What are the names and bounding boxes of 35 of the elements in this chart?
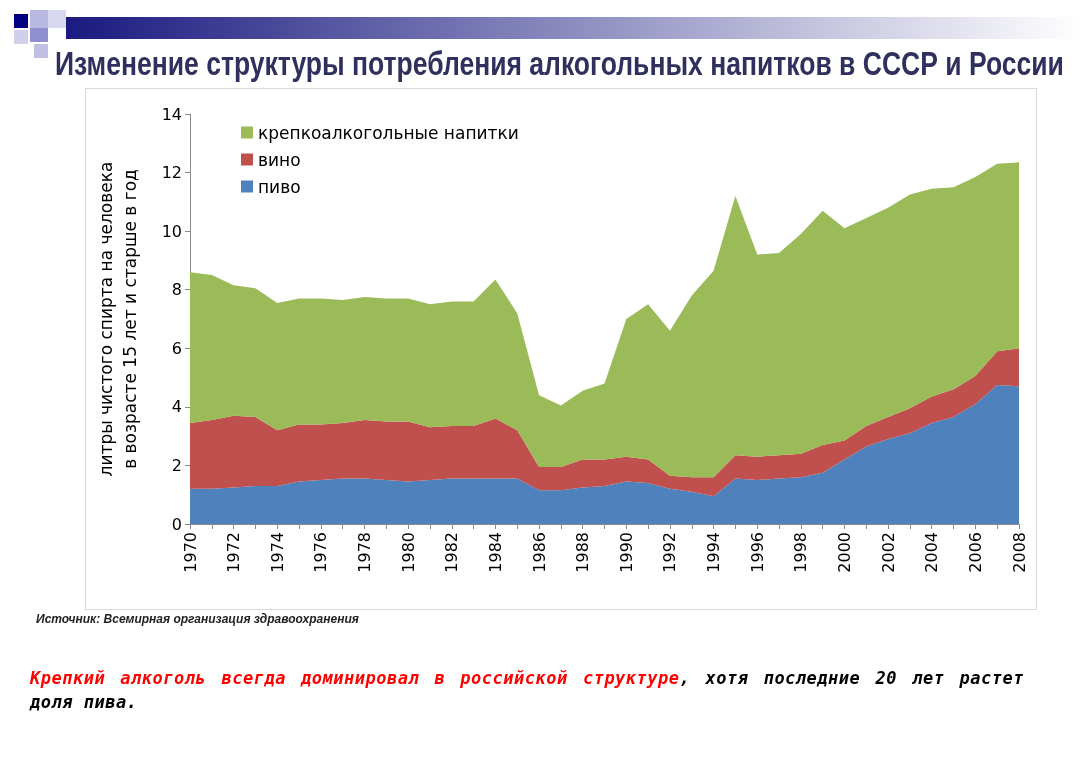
x-tick-label: 1978 xyxy=(355,532,375,573)
x-tick-label: 1972 xyxy=(224,532,244,573)
y-axis-title: литры чистого спирта на человека в возрасте 15 лет и старше в год xyxy=(96,161,140,477)
x-tick-label: 2008 xyxy=(1009,532,1029,573)
x-tick-label: 1980 xyxy=(398,532,418,573)
x-tick-label: 1970 xyxy=(180,532,200,573)
x-tick-label: 2002 xyxy=(878,532,898,573)
x-tick-label: 2000 xyxy=(834,532,854,573)
x-tick-label: 1992 xyxy=(660,532,680,573)
y-tick-label: 10 xyxy=(161,221,182,241)
y-tick-label: 0 xyxy=(171,514,182,534)
y-tick-label: 2 xyxy=(171,455,182,475)
x-tick-label: 1990 xyxy=(616,532,636,573)
y-tick-label: 4 xyxy=(171,397,182,417)
x-tick-label: 2004 xyxy=(922,532,942,573)
x-tick-label: 1976 xyxy=(311,532,331,573)
x-tick-label: 2006 xyxy=(965,532,985,573)
y-tick-label: 14 xyxy=(161,104,182,124)
chart-title: Изменение структуры потребления алкогольных напитков в СССР и России xyxy=(55,44,1064,83)
y-tick-label: 12 xyxy=(161,163,182,183)
x-tick-label: 1982 xyxy=(442,532,462,573)
x-tick-label: 1988 xyxy=(573,532,593,573)
y-tick-label: 6 xyxy=(171,338,182,358)
x-tick-label: 1998 xyxy=(791,532,811,573)
x-tick-label: 1996 xyxy=(747,532,767,573)
x-tick-label: 1994 xyxy=(704,532,724,573)
legend-label: пиво xyxy=(258,176,301,197)
legend-label: крепкоалкогольные напитки xyxy=(258,122,519,143)
x-tick-label: 1974 xyxy=(267,532,287,573)
legend-label: вино xyxy=(258,149,301,170)
x-tick-label: 1984 xyxy=(485,532,505,573)
y-tick-label: 8 xyxy=(171,280,182,300)
text: Крепкий алкоголь всегда доминировал в российской структуре, хотя последние 20 лет растет доля пива. xyxy=(30,668,1024,712)
x-tick-label: 1986 xyxy=(529,532,549,573)
text: Источник: Всемирная организация здравоохранения xyxy=(36,612,359,626)
